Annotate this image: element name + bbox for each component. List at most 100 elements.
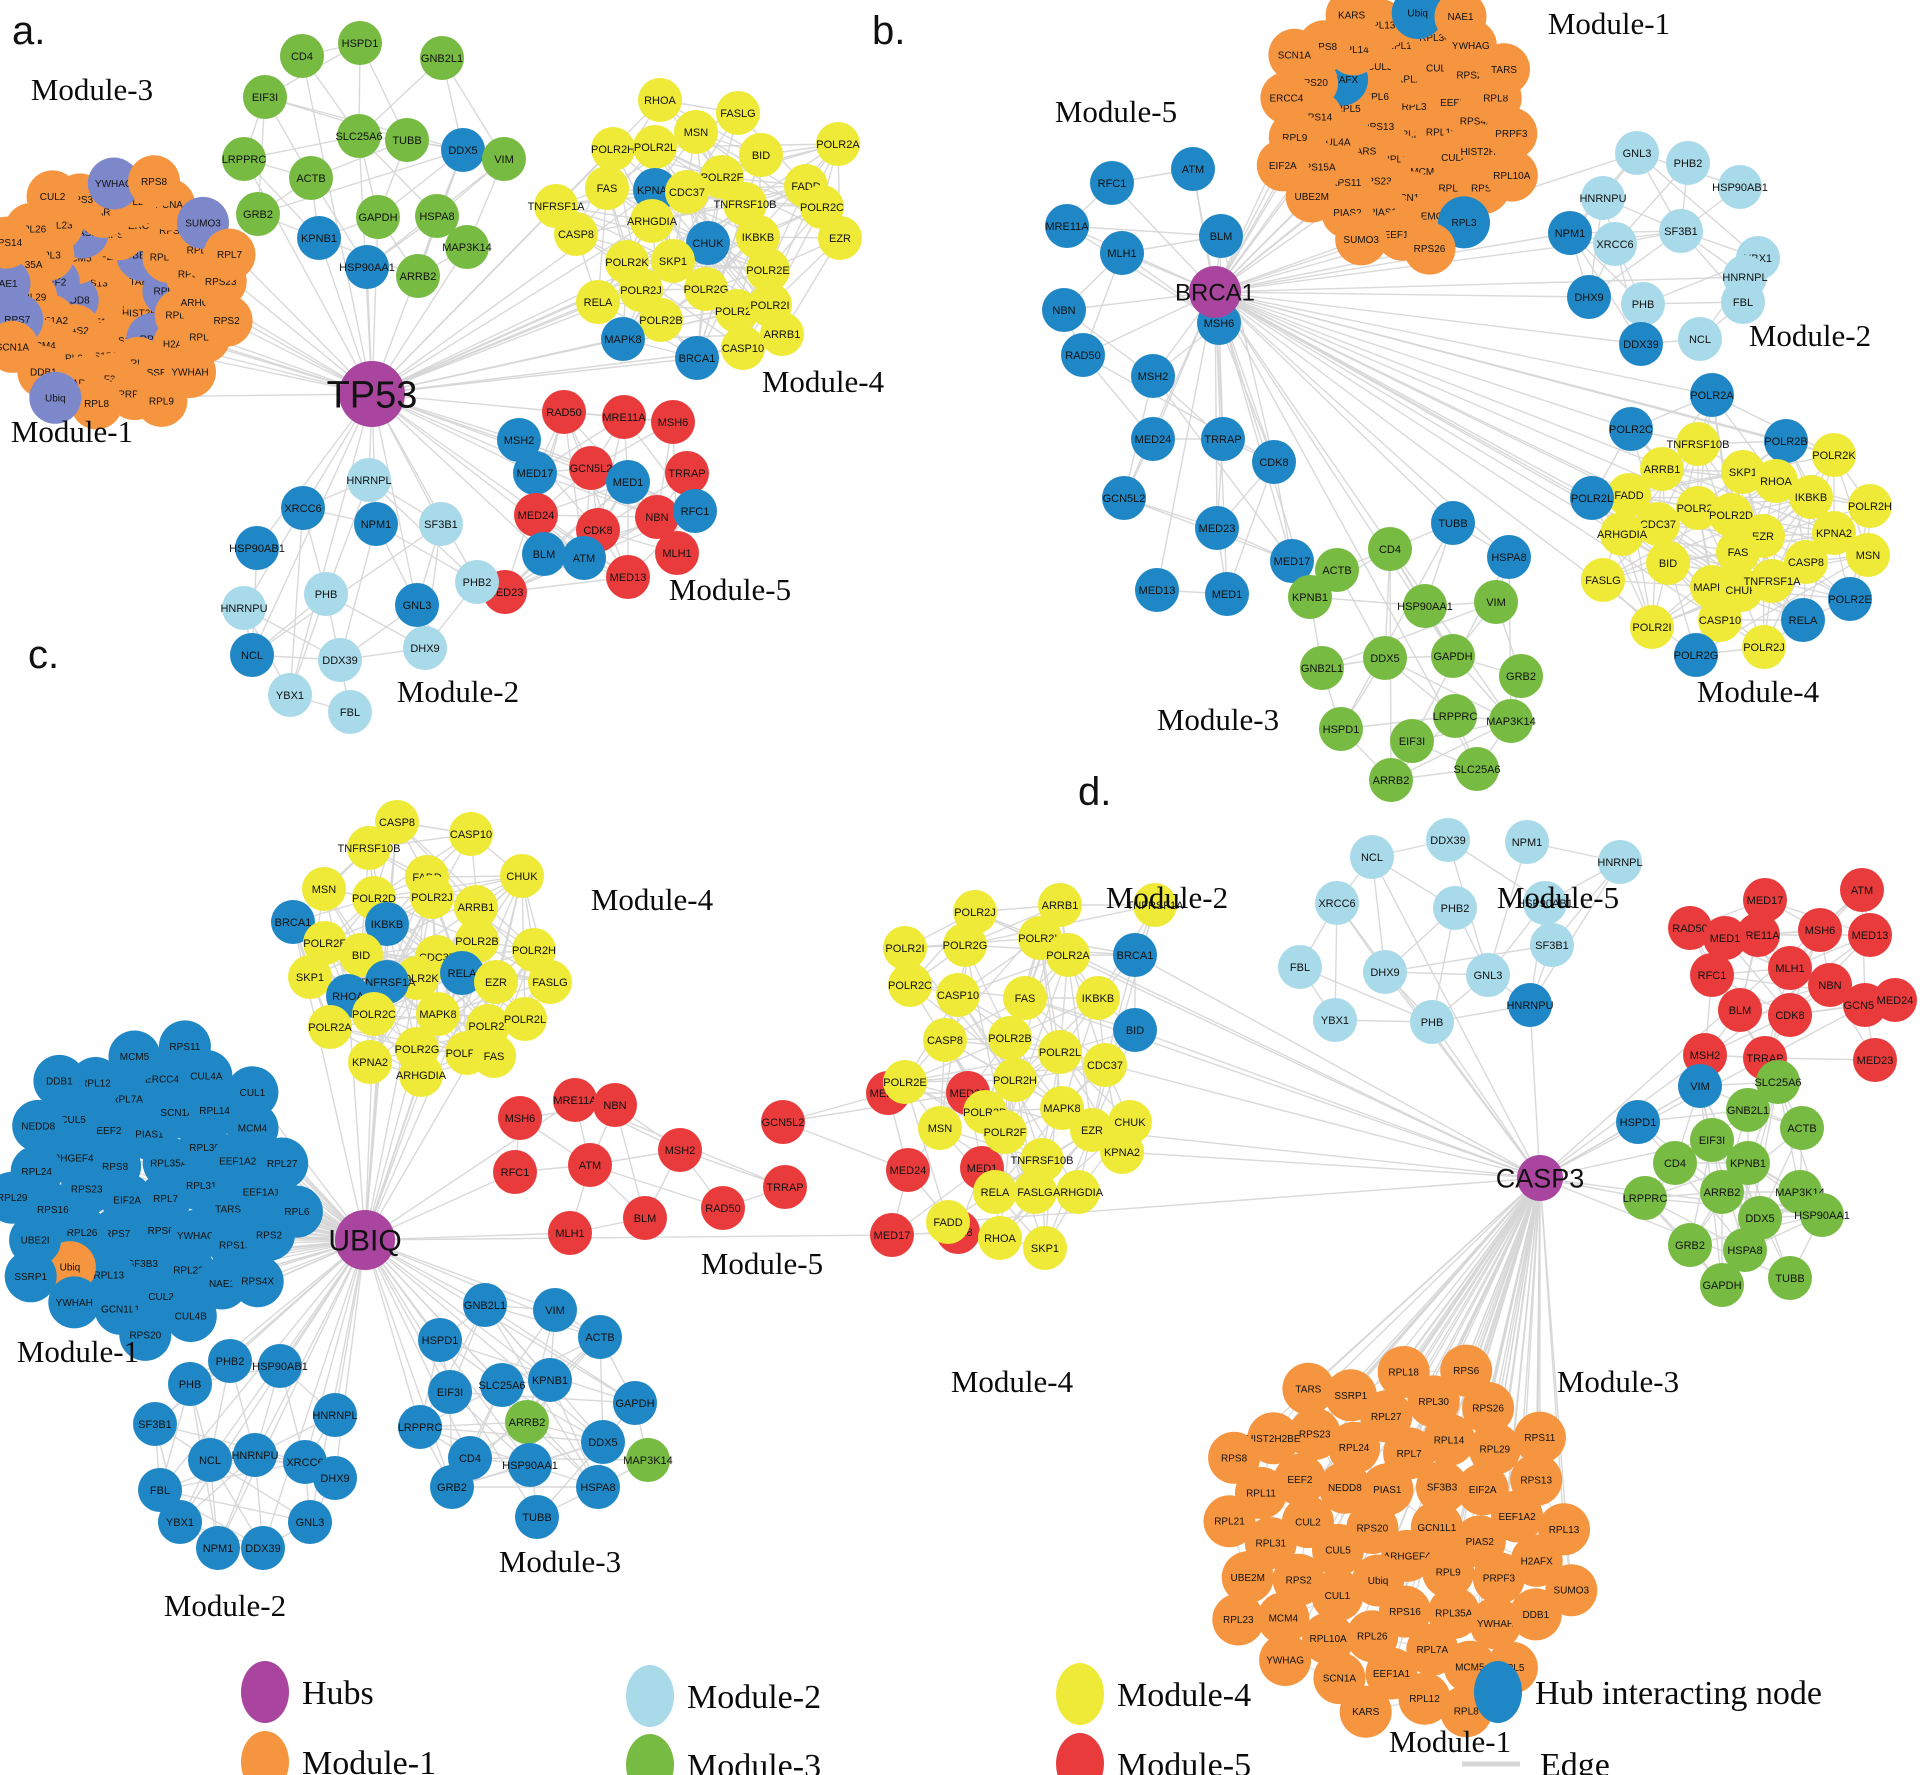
gene-node-GRB2[interactable] — [1499, 654, 1543, 698]
gene-node-SLC25A6[interactable] — [337, 114, 381, 158]
gene-node-DDB1[interactable] — [33, 1054, 86, 1107]
gene-node-SKP1[interactable] — [1721, 450, 1765, 494]
gene-node-TARS[interactable] — [1478, 43, 1530, 96]
gene-node-MED1[interactable] — [1205, 572, 1249, 616]
gene-node-BID[interactable] — [1646, 541, 1690, 585]
gene-node-ARHGDIA[interactable] — [399, 1053, 443, 1097]
gene-node-RELA[interactable] — [576, 280, 620, 324]
gene-node-ARRB2[interactable] — [1700, 1170, 1744, 1214]
gene-node-HSP90AB1[interactable] — [1718, 165, 1762, 209]
gene-node-RPS6[interactable] — [1440, 1344, 1493, 1397]
gene-node-RPS8[interactable] — [128, 155, 180, 208]
gene-node-PHB2[interactable] — [1433, 886, 1477, 930]
gene-node-TUBB[interactable] — [1431, 501, 1475, 545]
gene-node-MSH2[interactable] — [1131, 354, 1175, 398]
gene-node-RPL29[interactable] — [0, 1171, 39, 1224]
gene-node-GNL3[interactable] — [1615, 131, 1659, 175]
gene-node-NBN[interactable] — [1808, 963, 1852, 1007]
gene-node-ACTB[interactable] — [289, 156, 333, 200]
gene-node-TNFRSF10B[interactable] — [347, 826, 391, 870]
gene-node-CASP8[interactable] — [375, 800, 419, 844]
gene-node-TNFRSF10B[interactable] — [723, 182, 767, 226]
gene-node-HNRNPL[interactable] — [1598, 840, 1642, 884]
gene-node-TNFRSF1A[interactable] — [1133, 883, 1177, 927]
gene-node-PHB2[interactable] — [455, 560, 499, 604]
gene-node-RFC1[interactable] — [1690, 953, 1734, 997]
gene-node-ARHGDIA[interactable] — [1056, 1170, 1100, 1214]
gene-node-DDX5[interactable] — [581, 1420, 625, 1464]
gene-node-MRE11A[interactable] — [553, 1078, 597, 1122]
gene-node-MLH1[interactable] — [655, 531, 699, 575]
gene-node-ACTB[interactable] — [1780, 1106, 1824, 1150]
gene-node-MCM4[interactable] — [226, 1102, 279, 1155]
gene-node-MED13[interactable] — [1135, 568, 1179, 612]
gene-node-CASP8[interactable] — [554, 212, 598, 256]
gene-node-POLR2J[interactable] — [410, 875, 454, 919]
gene-node-BRCA1[interactable] — [1113, 933, 1157, 977]
gene-node-GNL3[interactable] — [395, 583, 439, 627]
gene-node-MSH6[interactable] — [498, 1096, 542, 1140]
gene-node-MRE11A[interactable] — [1045, 204, 1089, 248]
gene-node-ATM[interactable] — [1840, 868, 1884, 912]
gene-node-MED13[interactable] — [606, 555, 650, 599]
gene-node-NEDD8[interactable] — [12, 1099, 65, 1152]
gene-node-CD4[interactable] — [280, 34, 324, 78]
gene-node-POLR2D[interactable] — [1709, 493, 1753, 537]
gene-node-POLR2K[interactable] — [1812, 433, 1856, 477]
gene-node-ATM[interactable] — [562, 536, 606, 580]
gene-node-RPL21[interactable] — [1203, 1495, 1256, 1548]
gene-node-RELA[interactable] — [973, 1170, 1017, 1214]
gene-node-HNRNPL[interactable] — [347, 458, 391, 502]
hub-node-UBIQ[interactable] — [335, 1210, 395, 1270]
gene-node-GRB2[interactable] — [430, 1465, 474, 1509]
gene-node-HNRNPU[interactable] — [222, 586, 266, 630]
gene-node-TUBB[interactable] — [385, 118, 429, 162]
gene-node-MED17[interactable] — [1270, 539, 1314, 583]
gene-node-DHX9[interactable] — [1363, 950, 1407, 994]
gene-node-SUMO3[interactable] — [1545, 1564, 1598, 1617]
gene-node-DDX39[interactable] — [1619, 322, 1663, 366]
gene-node-HSP90AA1[interactable] — [508, 1443, 552, 1487]
gene-node-VIM[interactable] — [1678, 1064, 1722, 1108]
gene-node-PHB2[interactable] — [208, 1339, 252, 1383]
gene-node-IKBKB[interactable] — [1789, 475, 1833, 519]
gene-node-CD4[interactable] — [1653, 1141, 1697, 1185]
gene-node-MCM5[interactable] — [108, 1030, 161, 1083]
gene-node-MAP3K14[interactable] — [445, 225, 489, 269]
gene-node-VIM[interactable] — [482, 137, 526, 181]
gene-node-VIM[interactable] — [533, 1288, 577, 1332]
gene-node-POLR2D[interactable] — [715, 289, 759, 333]
gene-node-HSP90AA1[interactable] — [345, 245, 389, 289]
gene-node-GCN5L2[interactable] — [1102, 476, 1146, 520]
gene-node-POLR2H[interactable] — [993, 1058, 1037, 1102]
gene-node-POLR2I[interactable] — [1630, 605, 1674, 649]
gene-node-RPS26[interactable] — [1403, 222, 1456, 275]
gene-node-GNB2L1[interactable] — [420, 36, 464, 80]
gene-node-HNRNPU[interactable] — [233, 1433, 277, 1477]
gene-node-RPL10A[interactable] — [1302, 1612, 1355, 1665]
gene-node-HSP90AA1[interactable] — [1800, 1193, 1844, 1237]
gene-node-FBL[interactable] — [328, 690, 372, 734]
gene-node-FASLG[interactable] — [528, 960, 572, 1004]
gene-node-ARRB1[interactable] — [1038, 883, 1082, 927]
gene-node-RHOA[interactable] — [978, 1216, 1022, 1260]
gene-node-IKBKB[interactable] — [1076, 976, 1120, 1020]
gene-node-RAD50[interactable] — [1668, 906, 1712, 950]
gene-node-POLR2G[interactable] — [1674, 633, 1718, 677]
gene-node-DHX9[interactable] — [1567, 275, 1611, 319]
gene-node-EIF3I[interactable] — [243, 75, 287, 119]
gene-node-KPNA2[interactable] — [1100, 1130, 1144, 1174]
gene-node-CDC37[interactable] — [1636, 502, 1680, 546]
gene-node-NEDD8[interactable] — [1318, 1461, 1371, 1514]
gene-node-POLR2J[interactable] — [1742, 625, 1786, 669]
gene-node-NPM1[interactable] — [1548, 211, 1592, 255]
gene-node-BRCA1[interactable] — [271, 900, 315, 944]
gene-node-NPM1[interactable] — [196, 1526, 240, 1570]
gene-node-LRPPRC[interactable] — [222, 137, 266, 181]
gene-node-MRE11A[interactable] — [602, 395, 646, 439]
gene-node-LRPPRC[interactable] — [1433, 694, 1477, 738]
gene-node-HSPD1[interactable] — [418, 1318, 462, 1362]
gene-node-MED23[interactable] — [1853, 1038, 1897, 1082]
gene-node-SKP1[interactable] — [651, 239, 695, 283]
gene-node-NBN[interactable] — [1042, 288, 1086, 332]
